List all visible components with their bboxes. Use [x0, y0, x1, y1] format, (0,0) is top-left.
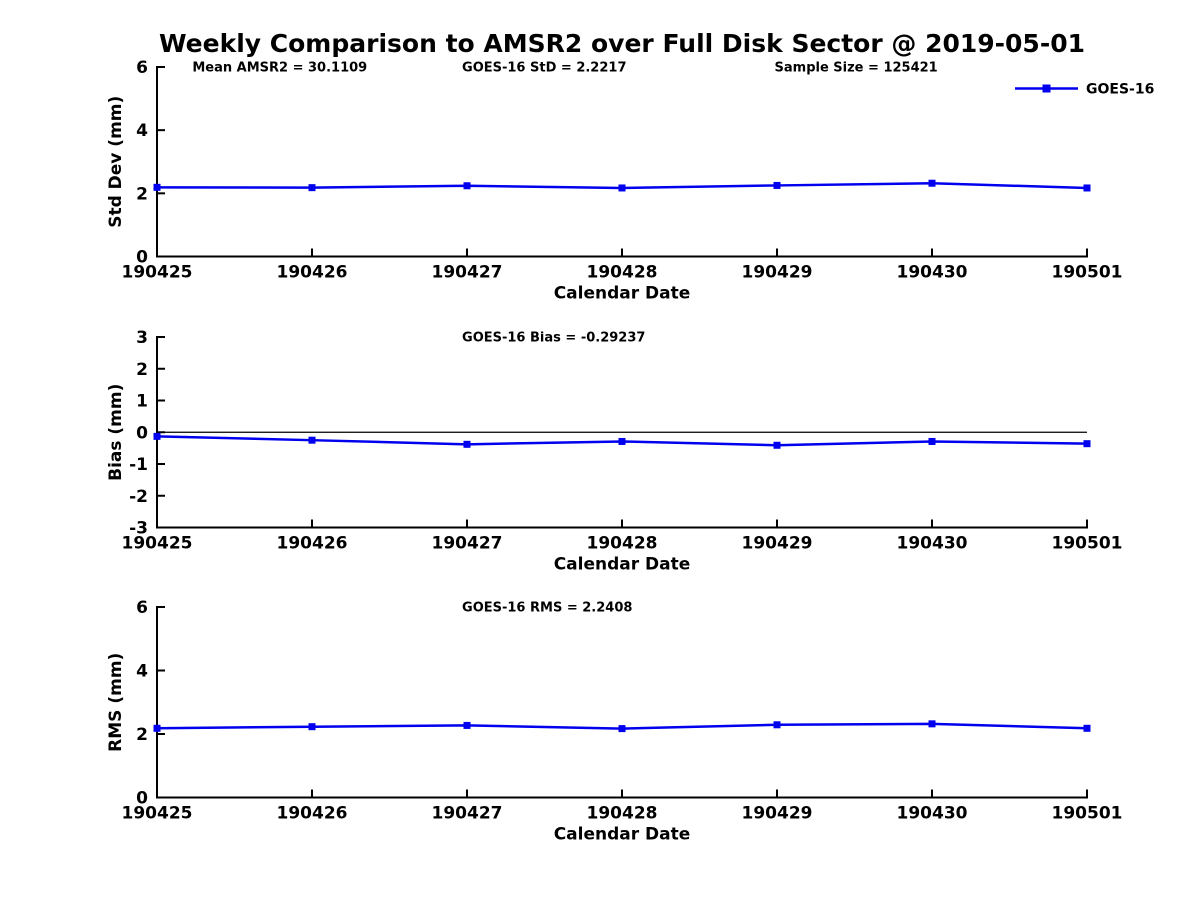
data-point-marker [308, 436, 316, 444]
data-point-marker [308, 184, 316, 192]
y-tick-label: -1 [129, 455, 148, 475]
x-axis-title: Calendar Date [554, 555, 691, 575]
data-point-marker [1083, 440, 1091, 448]
data-point-marker [928, 179, 936, 187]
annotation-text: GOES-16 RMS = 2.2408 [462, 601, 632, 616]
x-tick-label: 190426 [277, 263, 348, 283]
data-point-marker [773, 441, 781, 449]
x-tick-label: 190426 [277, 804, 348, 824]
x-tick-label: 190425 [122, 534, 193, 554]
legend-label: GOES-16 [1086, 82, 1154, 98]
y-tick-label: 0 [136, 789, 148, 809]
y-tick-label: 4 [136, 121, 148, 141]
x-tick-label: 190425 [122, 804, 193, 824]
data-point-marker [618, 437, 626, 445]
annotation-text: GOES-16 Bias = -0.29237 [462, 331, 645, 346]
x-tick-label: 190428 [587, 804, 658, 824]
data-point-marker [308, 723, 316, 731]
x-tick-label: 190427 [432, 804, 503, 824]
x-tick-label: 190430 [897, 263, 968, 283]
x-tick-label: 190501 [1052, 804, 1123, 824]
data-point-marker [928, 720, 936, 728]
data-point-marker [928, 437, 936, 445]
x-tick-label: 190427 [432, 534, 503, 554]
x-tick-label: 190430 [897, 534, 968, 554]
y-tick-label: 4 [136, 662, 148, 682]
y-axis-title: RMS (mm) [106, 653, 126, 752]
data-point-marker [153, 724, 161, 732]
x-tick-label: 190428 [587, 263, 658, 283]
data-point-marker [773, 721, 781, 729]
y-tick-label: -3 [129, 519, 148, 539]
y-tick-label: 3 [136, 328, 148, 348]
data-point-marker [1083, 184, 1091, 192]
figure-title: Weekly Comparison to AMSR2 over Full Dis… [158, 29, 1085, 58]
data-point-marker [773, 181, 781, 189]
y-tick-label: 6 [136, 58, 148, 78]
y-axis-title: Bias (mm) [106, 384, 126, 481]
data-point-marker [463, 721, 471, 729]
y-tick-label: 0 [136, 423, 148, 443]
y-tick-label: 1 [136, 392, 148, 412]
data-point-marker [463, 182, 471, 190]
y-tick-label: 6 [136, 598, 148, 618]
x-axis-title: Calendar Date [554, 284, 691, 304]
x-tick-label: 190428 [587, 534, 658, 554]
x-tick-label: 190501 [1052, 263, 1123, 283]
data-point-marker [153, 432, 161, 440]
x-tick-label: 190430 [897, 804, 968, 824]
x-tick-label: 190427 [432, 263, 503, 283]
y-tick-label: 2 [136, 725, 148, 745]
legend-marker [1042, 84, 1051, 93]
data-point-marker [1083, 724, 1091, 732]
x-axis-title: Calendar Date [554, 825, 691, 845]
annotation-text: Sample Size = 125421 [775, 61, 938, 76]
x-tick-label: 190429 [742, 534, 813, 554]
annotation-text: Mean AMSR2 = 30.1109 [192, 61, 367, 76]
x-tick-label: 190425 [122, 263, 193, 283]
y-tick-label: 0 [136, 248, 148, 268]
x-tick-label: 190429 [742, 263, 813, 283]
data-point-marker [618, 184, 626, 192]
y-tick-label: 2 [136, 184, 148, 204]
data-point-marker [618, 725, 626, 733]
data-point-marker [153, 183, 161, 191]
y-tick-label: 2 [136, 360, 148, 380]
annotation-text: GOES-16 StD = 2.2217 [462, 61, 626, 76]
x-tick-label: 190501 [1052, 534, 1123, 554]
x-tick-label: 190429 [742, 804, 813, 824]
y-tick-label: -2 [129, 487, 148, 507]
x-tick-label: 190426 [277, 534, 348, 554]
y-axis-title: Std Dev (mm) [106, 96, 126, 228]
data-point-marker [463, 440, 471, 448]
